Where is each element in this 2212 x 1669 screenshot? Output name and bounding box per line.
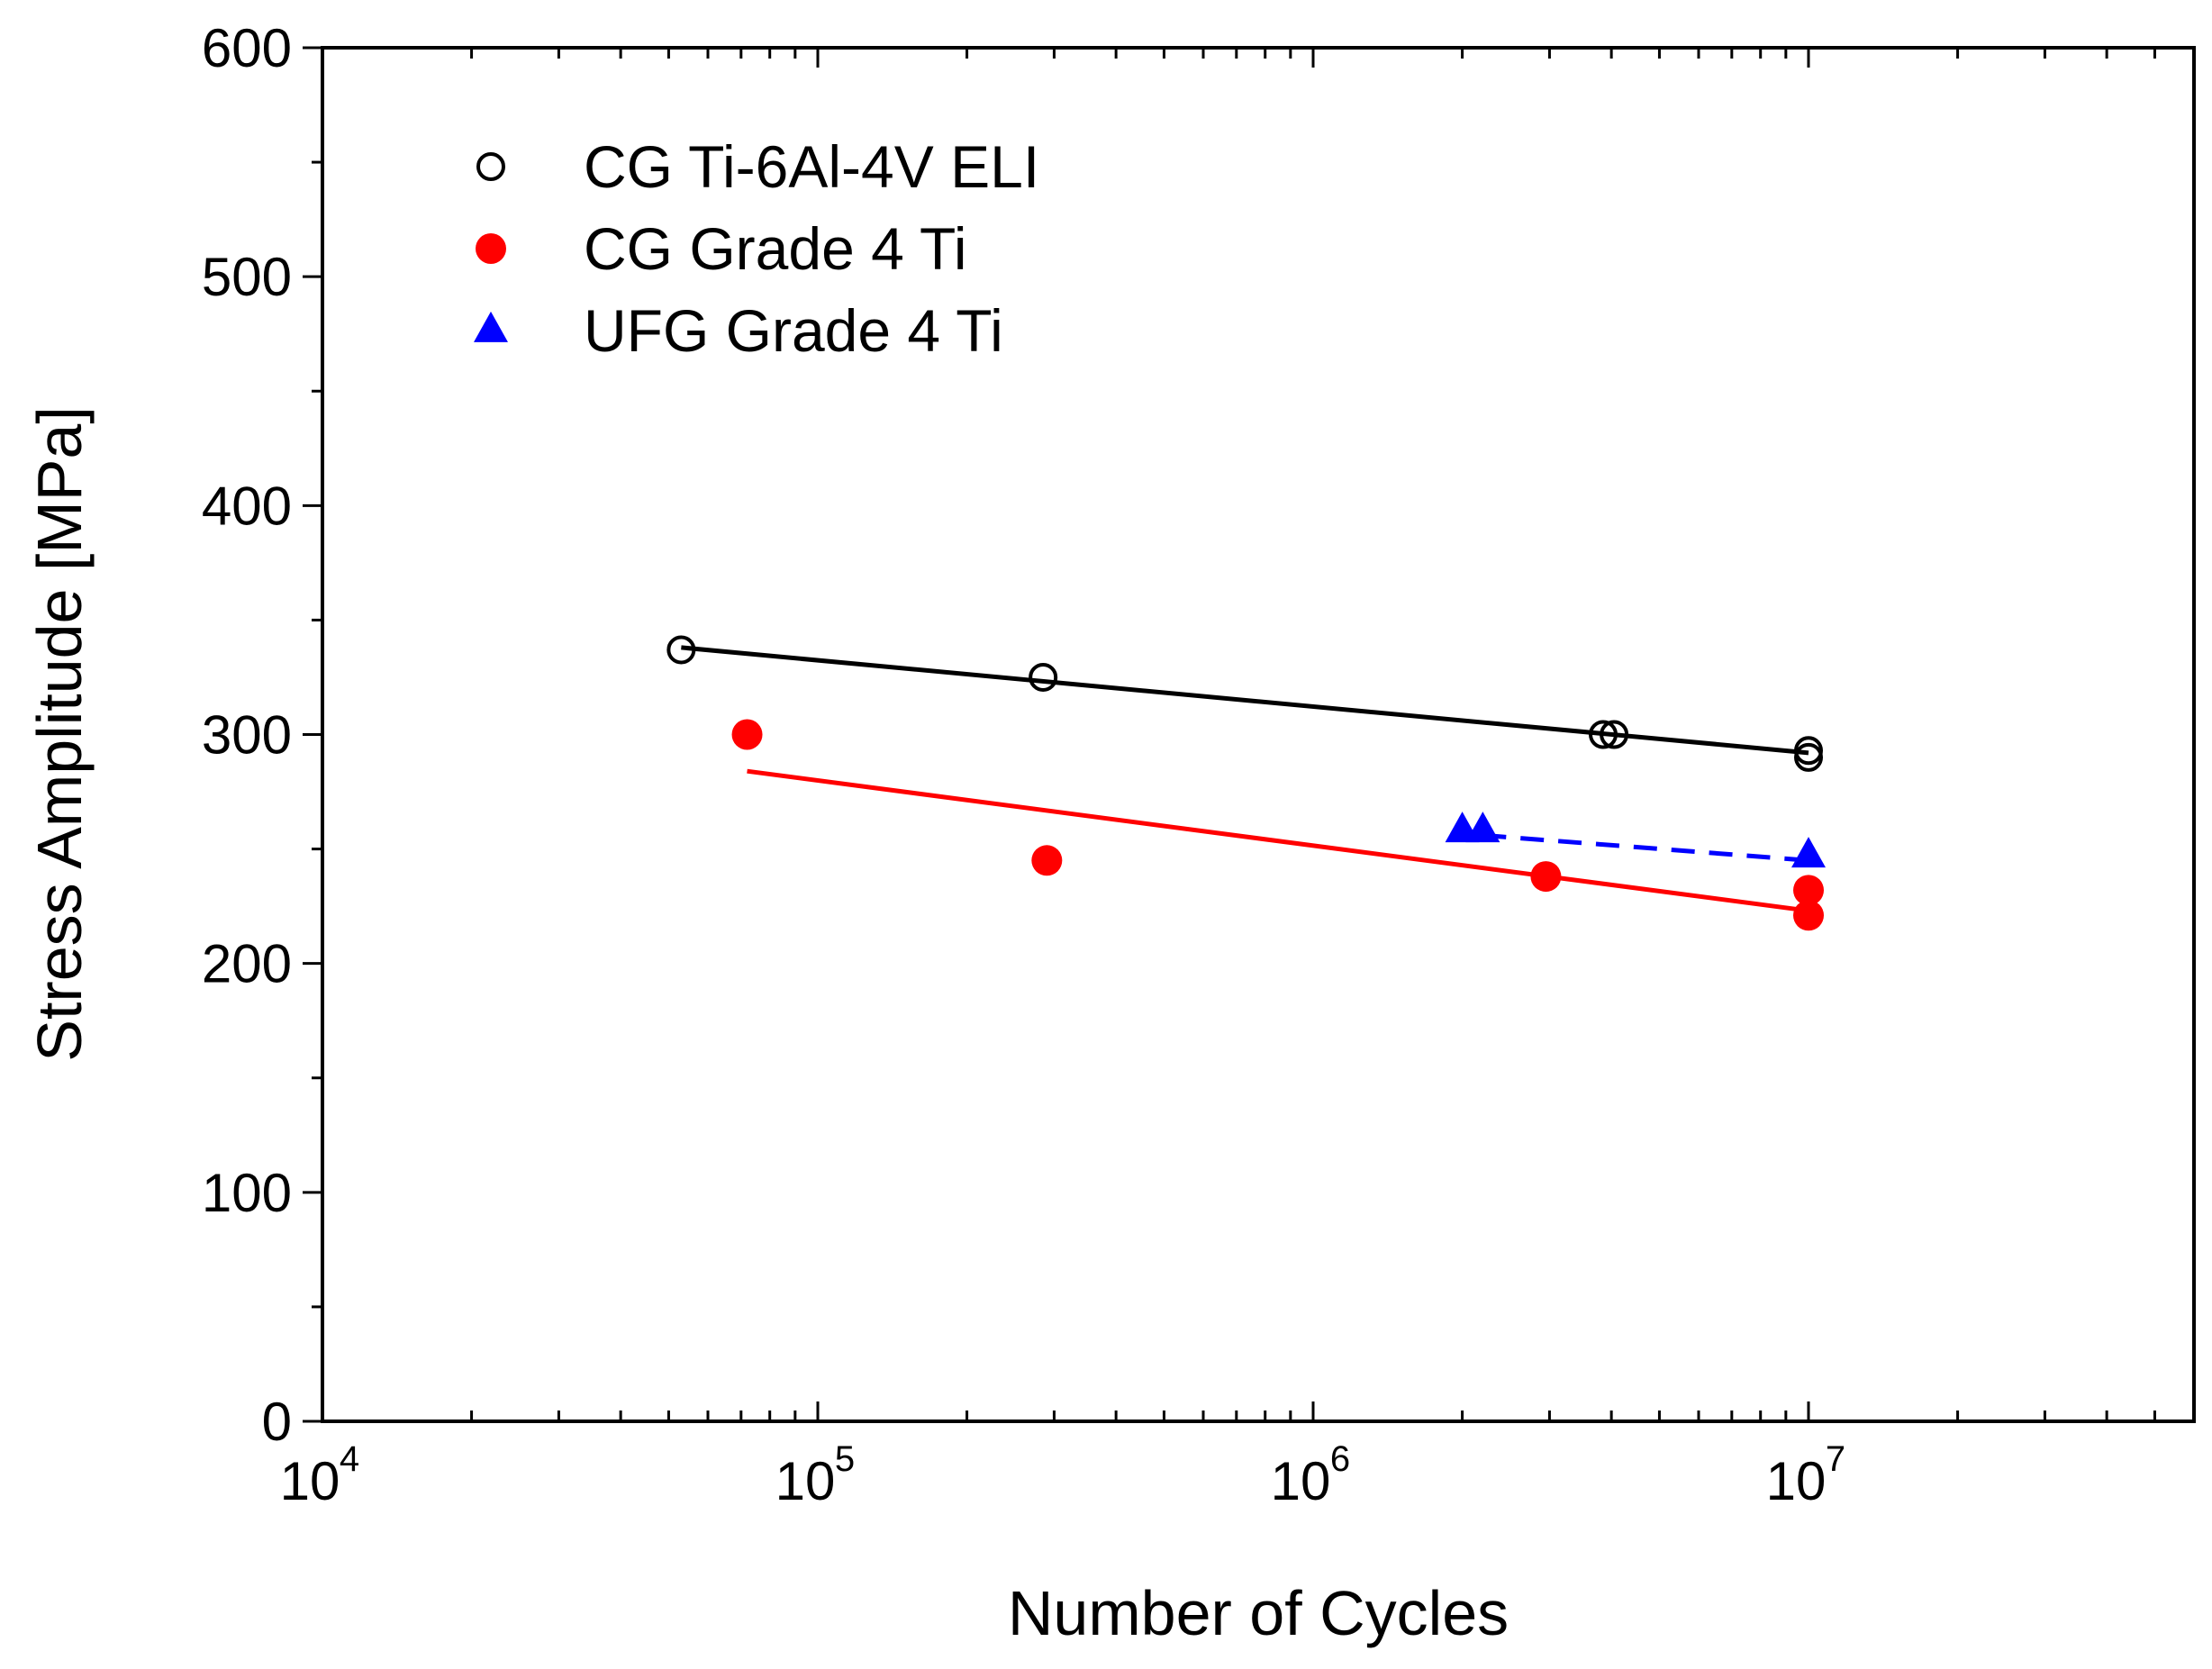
data-point-series-2 [1793, 900, 1825, 931]
y-tick-label: 200 [202, 934, 292, 994]
x-tick-label: 10 [1271, 1451, 1331, 1511]
x-tick-label-exponent: 7 [1826, 1439, 1845, 1479]
legend-label-series-3: UFG Grade 4 Ti [584, 297, 1003, 364]
legend-marker-series-2 [476, 233, 506, 264]
x-tick-label-exponent: 6 [1330, 1439, 1350, 1479]
y-tick-label: 400 [202, 476, 292, 536]
data-point-series-2 [731, 719, 763, 750]
x-axis-title: Number of Cycles [1008, 1578, 1509, 1648]
legend-label-series-1: CG Ti-6Al-4V ELI [584, 133, 1039, 200]
x-axis: 10 4 10 5 10 6 10 7 [280, 48, 1845, 1511]
data-point-series-1 [666, 635, 696, 665]
y-tick-label: 300 [202, 705, 292, 766]
data-point-series-3 [1465, 812, 1500, 843]
x-tick-label: 10 [1766, 1451, 1827, 1511]
data-points [666, 635, 1827, 931]
y-axis: 0 100 200 300 400 500 600 [202, 18, 322, 1452]
x-tick-label-exponent: 5 [835, 1439, 855, 1479]
y-tick-label: 600 [202, 18, 292, 78]
x-tick-label-exponent: 4 [340, 1439, 359, 1479]
y-axis-title: Stress Amplitude [MPa] [24, 406, 95, 1062]
x-tick-label: 10 [775, 1451, 836, 1511]
data-point-series-2 [1031, 845, 1063, 876]
data-point-series-3 [1791, 837, 1827, 868]
legend-marker-series-1 [476, 152, 505, 181]
data-point-series-1 [1589, 720, 1618, 749]
data-point-series-1 [1029, 662, 1058, 692]
data-point-series-1 [1794, 742, 1824, 772]
data-point-series-2 [1530, 861, 1562, 893]
fit-line-series-2 [747, 768, 1809, 913]
y-tick-label: 100 [202, 1163, 292, 1223]
fit-line-series-3 [1482, 832, 1809, 863]
x-tick-label: 10 [280, 1451, 340, 1511]
fit-lines [681, 645, 1809, 913]
data-point-series-2 [1793, 875, 1825, 906]
y-tick-label: 0 [262, 1392, 292, 1452]
y-tick-label: 500 [202, 247, 292, 307]
fit-line-series-1 [681, 645, 1809, 756]
legend: CG Ti-6Al-4V ELI CG Grade 4 Ti UFG Grade 4… [474, 133, 1039, 364]
minor-ticks [312, 48, 2156, 1421]
legend-label-series-2: CG Grade 4 Ti [584, 215, 967, 282]
legend-marker-series-3 [474, 311, 508, 342]
data-point-series-1 [1600, 720, 1629, 749]
